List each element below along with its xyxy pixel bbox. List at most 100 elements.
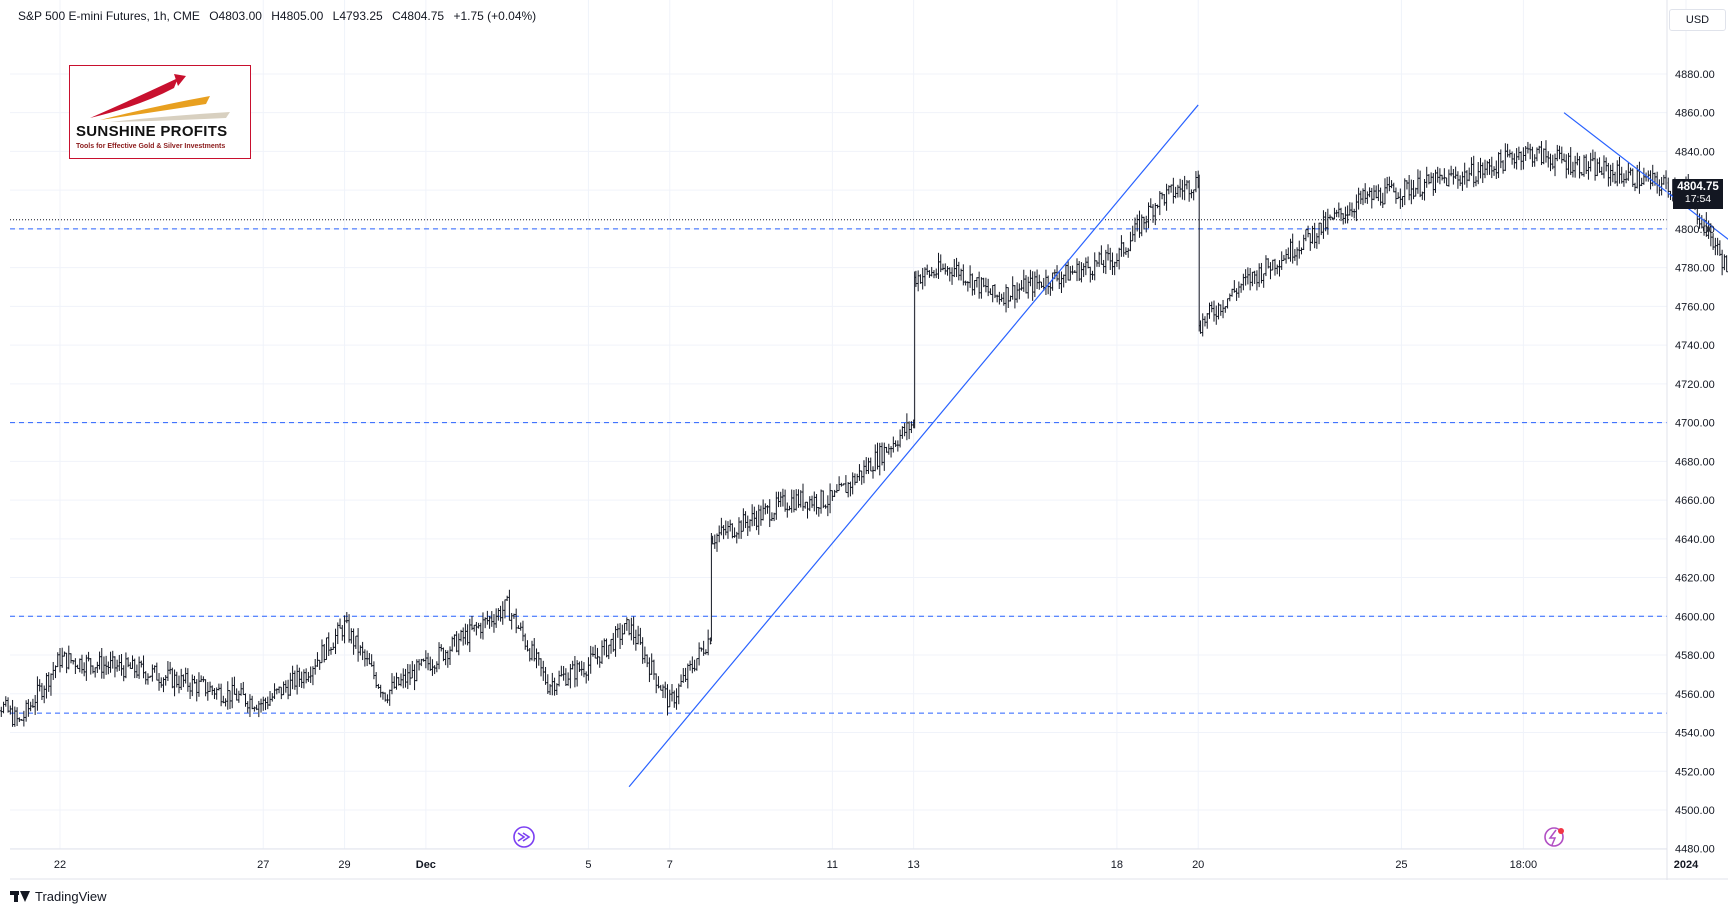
ohlc-bar [1613, 171, 1617, 184]
ohlc-bar [415, 659, 419, 682]
ohlc-bar [1720, 249, 1724, 276]
ohlc-bar [199, 675, 203, 683]
symbol-title[interactable]: S&P 500 E-mini Futures, 1h, CME [18, 9, 200, 23]
ohlc-bar [248, 694, 252, 717]
x-tick-label: 20 [1192, 859, 1204, 871]
event-icon[interactable] [513, 826, 535, 848]
ohlc-bar [916, 270, 920, 292]
ohlc-bar [1267, 258, 1270, 269]
logo-swoosh-icon [90, 74, 230, 122]
ohlc-bar [1190, 189, 1193, 199]
ohlc-bar [343, 615, 346, 644]
ohlc-bar [1499, 149, 1503, 169]
ohlc-bar [1131, 225, 1134, 242]
ohlc-bar [377, 683, 380, 689]
flash-alert-icon[interactable] [1544, 827, 1564, 847]
ohlc-bar [182, 674, 185, 688]
ohlc-bar [1185, 180, 1189, 190]
ohlc-bar [594, 644, 597, 659]
ohlc-bar [1567, 152, 1570, 175]
ohlc-bar [42, 685, 46, 704]
ohlc-bar [160, 677, 163, 688]
ohlc-bar [193, 675, 196, 684]
ohlc-bar [871, 466, 875, 479]
ohlc-bar [901, 426, 904, 439]
y-tick-label: 4860.00 [1675, 108, 1715, 120]
ohlc-bar [975, 277, 979, 288]
tradingview-branding[interactable]: TradingView [10, 889, 107, 904]
ohlc-bar [1062, 274, 1065, 288]
ohlc-bar [1009, 295, 1012, 302]
ohlc-bar [155, 662, 159, 681]
ohlc-bar [876, 442, 879, 470]
ohlc-bar [1066, 259, 1070, 281]
ohlc-bar [1486, 160, 1489, 176]
y-tick-label: 4800.00 [1675, 224, 1715, 236]
ohlc-bar [1093, 252, 1096, 281]
ohlc-bar [1262, 273, 1265, 288]
ohlc-bar [831, 490, 834, 501]
open-value: O4803.00 [209, 9, 262, 23]
y-tick-label: 4540.00 [1675, 728, 1715, 740]
ohlc-bar [1210, 301, 1213, 313]
trendline[interactable] [628, 104, 1199, 788]
ohlc-bar [1517, 146, 1521, 161]
ohlc-bar [953, 259, 956, 278]
ohlc-bar [1237, 281, 1241, 298]
ohlc-bar [896, 440, 900, 452]
ohlc-bar [31, 698, 35, 708]
trendline[interactable] [1563, 112, 1728, 458]
y-tick-label: 4560.00 [1675, 689, 1715, 701]
ohlc-bar [1102, 259, 1105, 274]
y-tick-label: 4880.00 [1675, 69, 1715, 81]
ohlc-bar [616, 623, 620, 638]
ohlc-bar [865, 457, 868, 475]
ohlc-bar [1526, 141, 1530, 154]
ohlc-bar [957, 261, 961, 281]
symbol-header: S&P 500 E-mini Futures, 1h, CME O4803.00… [18, 9, 542, 23]
ohlc-bar [1257, 263, 1261, 288]
ohlc-bar [869, 457, 872, 472]
ohlc-bar [977, 271, 981, 299]
ohlc-bar [1219, 304, 1222, 316]
last-price-badge: 4804.75 17:54 [1673, 179, 1723, 209]
ohlc-bar [980, 277, 983, 299]
ohlc-bar [1271, 259, 1274, 271]
ohlc-bar [1040, 281, 1043, 288]
ohlc-bar [1051, 272, 1054, 291]
ohlc-bar [1533, 154, 1536, 167]
ohlc-bar [309, 666, 312, 683]
ohlc-bar [862, 460, 866, 484]
ohlc-bar [1136, 214, 1139, 232]
currency-button[interactable]: USD [1669, 9, 1726, 31]
ohlc-bar [652, 659, 656, 680]
ohlc-bar [1556, 144, 1559, 162]
ohlc-bar [553, 677, 556, 696]
ohlc-bar [657, 676, 660, 689]
ohlc-bar [275, 688, 278, 695]
ohlc-bar [1618, 156, 1621, 184]
ohlc-bar [1095, 260, 1099, 267]
ohlc-bar [374, 672, 378, 688]
ohlc-bar [573, 655, 577, 688]
ohlc-bar [1151, 204, 1155, 223]
ohlc-bar [1447, 169, 1451, 187]
ohlc-bar [388, 689, 391, 706]
ohlc-bar [1709, 223, 1713, 247]
ohlc-bar [239, 683, 243, 696]
ohlc-bar [1477, 162, 1480, 185]
ohlc-bar [197, 672, 201, 697]
ohlc-bar [1149, 198, 1152, 208]
y-tick-label: 4580.00 [1675, 650, 1715, 662]
price-bars [0, 140, 1728, 727]
ohlc-bar [521, 620, 525, 642]
ohlc-bar [49, 673, 53, 696]
ohlc-bar [625, 617, 629, 631]
ohlc-bar [1126, 247, 1130, 258]
ohlc-bar [1515, 148, 1518, 170]
ohlc-bar [840, 482, 843, 487]
ohlc-bar [1113, 261, 1116, 276]
ohlc-bar [1013, 285, 1017, 309]
ohlc-bar [1172, 177, 1175, 204]
